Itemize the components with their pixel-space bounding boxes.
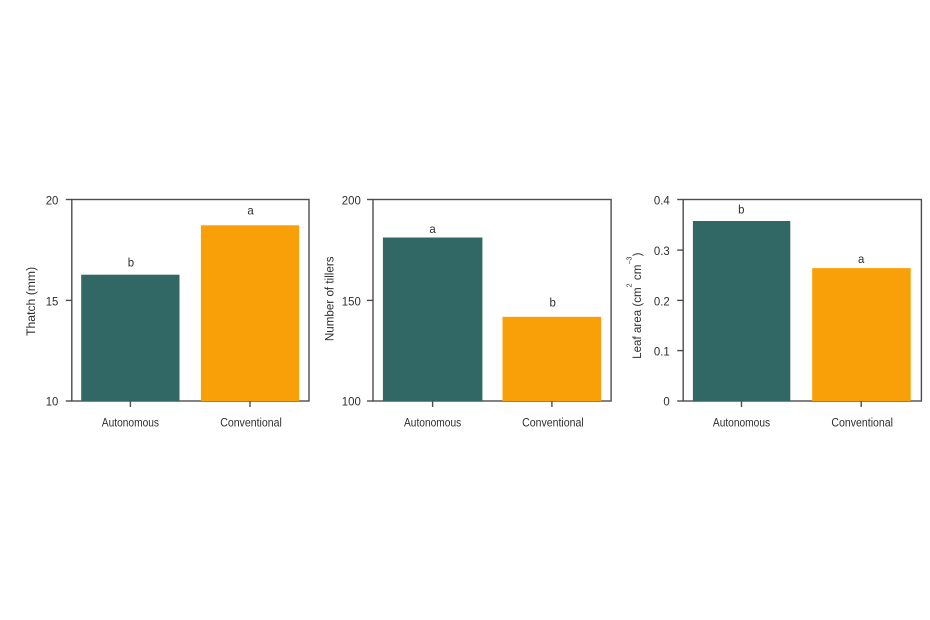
svg-text:0: 0 [663, 395, 670, 408]
svg-text:200: 200 [342, 194, 361, 207]
svg-text:150: 150 [342, 295, 361, 308]
svg-text:Autonomous: Autonomous [713, 417, 771, 430]
svg-text:Number of tillers: Number of tillers [324, 256, 337, 341]
svg-text:b: b [550, 296, 557, 309]
svg-text:Autonomous: Autonomous [404, 417, 462, 430]
svg-text:a: a [247, 204, 254, 217]
svg-text:10: 10 [46, 395, 59, 408]
svg-text:a: a [858, 253, 865, 266]
svg-text:0.2: 0.2 [654, 295, 670, 308]
svg-text:a: a [429, 223, 436, 236]
svg-text:0.1: 0.1 [654, 345, 670, 358]
svg-text:0.4: 0.4 [654, 194, 670, 207]
svg-text:b: b [128, 256, 135, 269]
svg-text:15: 15 [46, 295, 59, 308]
svg-text:20: 20 [46, 194, 59, 207]
svg-text:b: b [738, 203, 745, 216]
svg-text:100: 100 [342, 395, 361, 408]
svg-text:Thatch (mm): Thatch (mm) [24, 267, 38, 336]
svg-text:Conventional: Conventional [831, 417, 893, 430]
svg-text:0.3: 0.3 [654, 245, 670, 258]
svg-text:Conventional: Conventional [220, 417, 282, 430]
svg-text:Autonomous: Autonomous [102, 417, 160, 430]
svg-text:Conventional: Conventional [522, 417, 584, 430]
